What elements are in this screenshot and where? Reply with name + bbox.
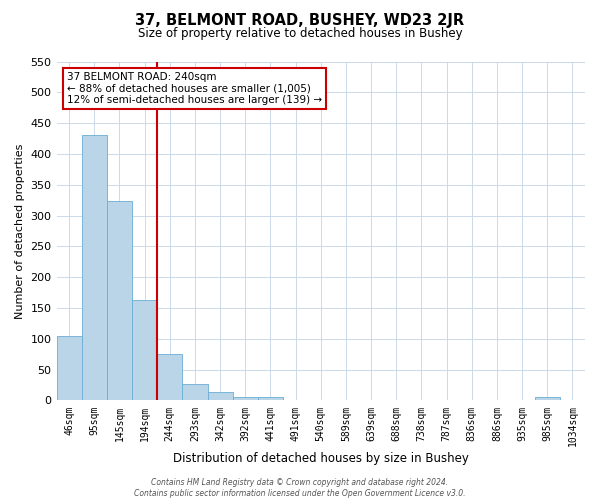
Text: Contains HM Land Registry data © Crown copyright and database right 2024.
Contai: Contains HM Land Registry data © Crown c… bbox=[134, 478, 466, 498]
Bar bbox=[233, 398, 258, 400]
Y-axis label: Number of detached properties: Number of detached properties bbox=[15, 144, 25, 318]
Bar bbox=[182, 384, 208, 400]
Text: 37 BELMONT ROAD: 240sqm
← 88% of detached houses are smaller (1,005)
12% of semi: 37 BELMONT ROAD: 240sqm ← 88% of detache… bbox=[67, 72, 322, 105]
Bar bbox=[535, 398, 560, 400]
Bar bbox=[107, 202, 132, 400]
Bar bbox=[56, 336, 82, 400]
Text: 37, BELMONT ROAD, BUSHEY, WD23 2JR: 37, BELMONT ROAD, BUSHEY, WD23 2JR bbox=[136, 12, 464, 28]
Bar bbox=[157, 354, 182, 401]
Bar bbox=[258, 398, 283, 400]
Bar bbox=[208, 392, 233, 400]
Bar bbox=[82, 136, 107, 400]
Text: Size of property relative to detached houses in Bushey: Size of property relative to detached ho… bbox=[137, 28, 463, 40]
X-axis label: Distribution of detached houses by size in Bushey: Distribution of detached houses by size … bbox=[173, 452, 469, 465]
Bar bbox=[132, 300, 157, 400]
